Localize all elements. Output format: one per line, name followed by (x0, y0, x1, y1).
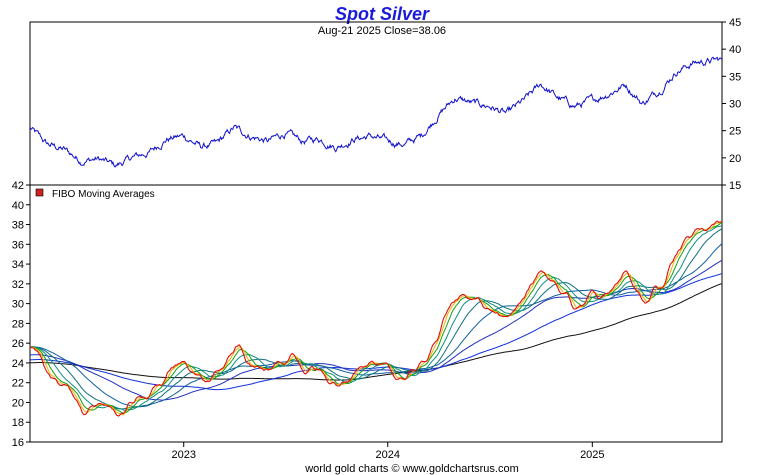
moving-average-panel-frame (29, 184, 723, 443)
time-axis-tick-label: 2024 (375, 449, 399, 461)
moving-average-89-line (30, 273, 723, 391)
ma-y-tick-label: 28 (12, 318, 24, 330)
legend-label: FIBO Moving Averages (52, 189, 155, 200)
price-y-tick-label: 35 (729, 71, 741, 83)
price-panel-frame (29, 21, 723, 186)
price-y-tick-label: 20 (729, 153, 741, 165)
price-y-tick-label: 15 (729, 180, 741, 192)
moving-average-34-line (29, 243, 723, 408)
ma-y-tick-label: 36 (12, 239, 24, 251)
price-panel-axis: 15 20 25 30 35 40 45 (722, 17, 741, 192)
moving-average-144-line (29, 283, 723, 381)
price-y-tick-label: 30 (729, 99, 741, 111)
ma-y-tick-label: 18 (12, 417, 24, 429)
moving-average-8-line (29, 222, 722, 414)
ma-y-tick-label: 32 (12, 279, 24, 291)
time-axis-tick-label: 2025 (580, 449, 604, 461)
moving-average-panel-series (29, 220, 723, 417)
price-y-tick-label: 25 (729, 126, 741, 138)
price-y-tick-label: 45 (729, 17, 741, 29)
moving-average-13-line (29, 225, 723, 411)
moving-average-panel-axis: 16 18 20 22 24 26 28 30 32 34 36 38 40 42 (12, 180, 30, 449)
ma-y-tick-label: 40 (12, 200, 24, 212)
price-panel-series (29, 56, 723, 168)
ma-y-tick-label: 26 (12, 338, 24, 350)
legend-swatch (35, 188, 44, 197)
footer-credit: world gold charts © www.goldchartsrus.co… (304, 463, 519, 475)
chart-subtitle: Aug-21 2025 Close=38.06 (318, 25, 446, 37)
moving-average-21-line (29, 228, 723, 410)
moving-average-3-line (29, 220, 723, 417)
price-y-tick-label: 40 (729, 44, 741, 56)
ma-y-tick-label: 34 (12, 259, 24, 271)
ma-y-tick-label: 24 (12, 358, 24, 370)
time-axis: 2023 2024 2025 (171, 442, 605, 461)
chart-title: Spot Silver (335, 4, 430, 24)
price-series-line (29, 56, 723, 168)
time-axis-tick-label: 2023 (171, 449, 195, 461)
ma-y-tick-label: 38 (12, 220, 24, 232)
ma-y-tick-label: 30 (12, 299, 24, 311)
ma-y-tick-label: 42 (12, 180, 24, 192)
ma-y-tick-label: 22 (12, 378, 24, 390)
moving-average-5-line (29, 221, 723, 416)
ma-y-tick-label: 20 (12, 397, 24, 409)
ma-y-tick-label: 16 (12, 437, 24, 449)
